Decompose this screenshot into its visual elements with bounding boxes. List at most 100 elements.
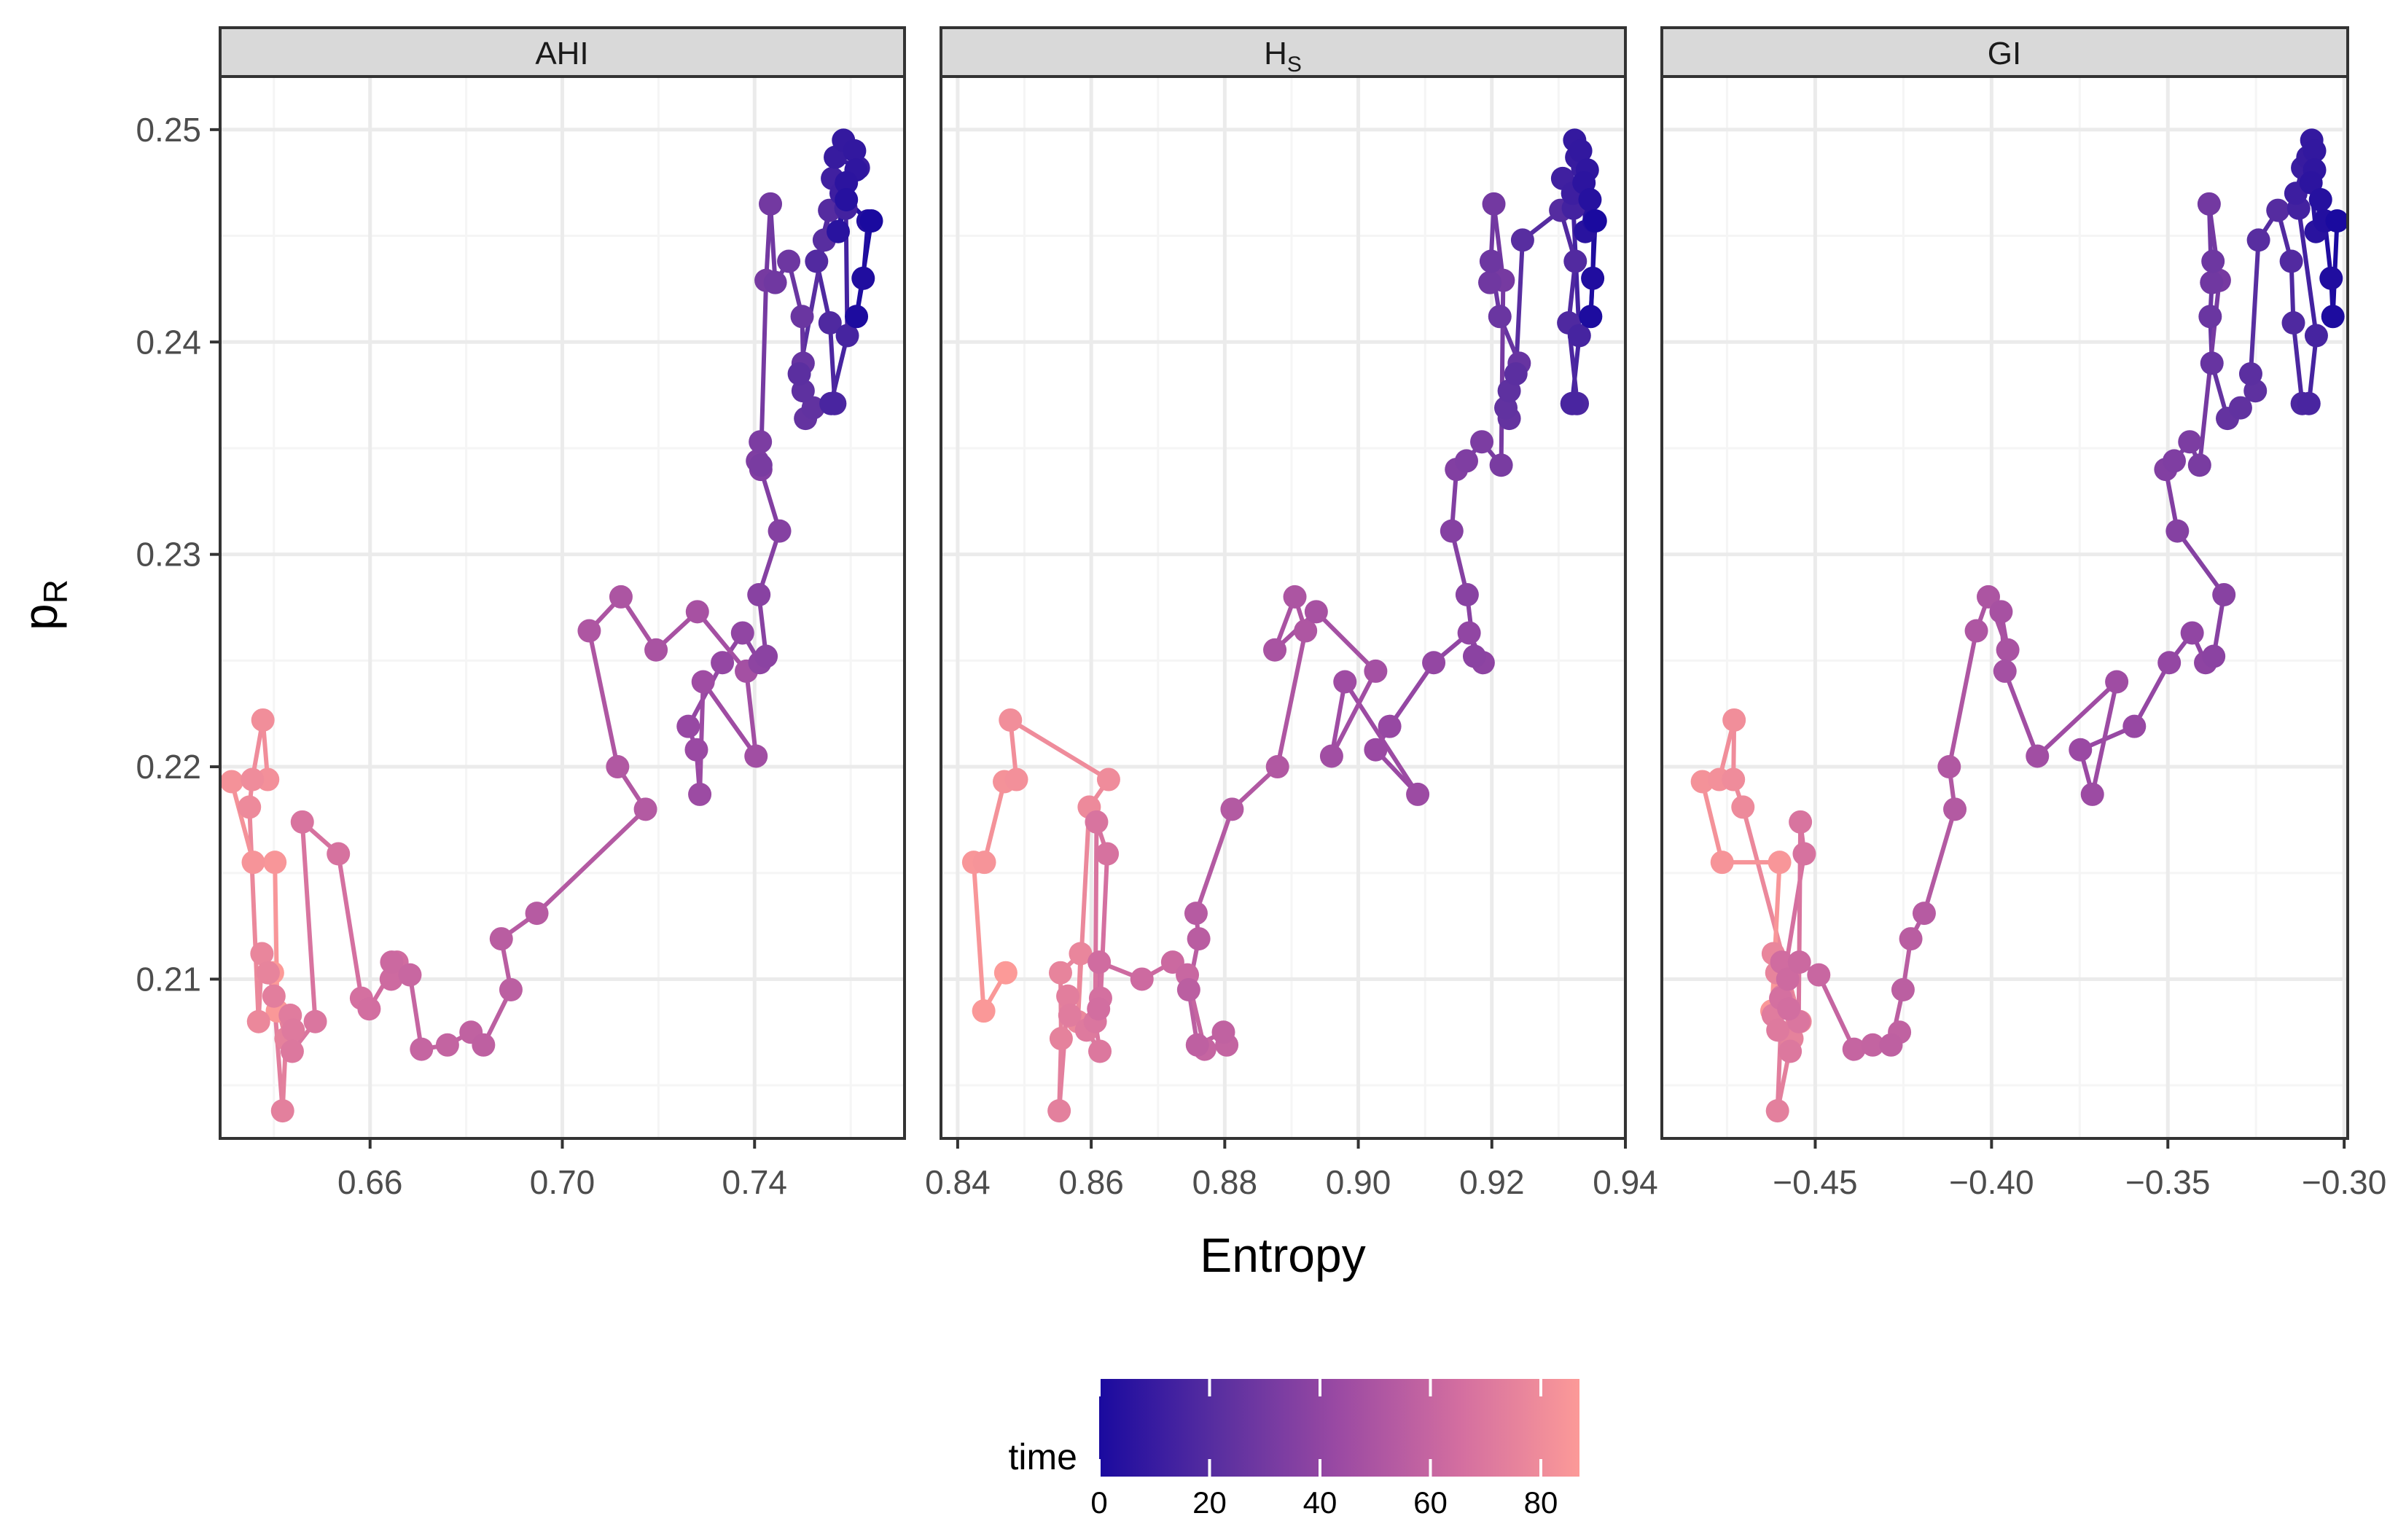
x-tick-label: −0.45: [1773, 1163, 1857, 1201]
path-segment: [587, 628, 620, 770]
colorbar: [1099, 1379, 1579, 1477]
data-point: [1912, 902, 1936, 926]
legend-title: time: [1009, 1437, 1077, 1477]
data-point: [1265, 755, 1289, 779]
data-point: [851, 266, 875, 290]
data-point: [1304, 600, 1328, 624]
data-point: [1569, 138, 1593, 163]
x-tick-label: 0.90: [1326, 1163, 1391, 1201]
data-point: [2157, 651, 2182, 675]
data-point: [1176, 978, 1200, 1002]
data-point: [2198, 305, 2222, 329]
data-point: [2122, 714, 2147, 738]
data-point: [819, 391, 843, 415]
colorbar-tick-label: 40: [1303, 1485, 1337, 1520]
data-point: [2162, 449, 2186, 473]
path-segment: [229, 779, 256, 865]
data-point: [1482, 192, 1506, 216]
path-segment: [1329, 679, 1348, 759]
data-point: [1943, 797, 1967, 821]
path-segment: [336, 851, 364, 1001]
data-point: [2197, 192, 2221, 216]
data-point: [1807, 963, 1831, 987]
strip-label-hs: HS: [1264, 36, 1302, 77]
data-point: [1185, 1033, 1209, 1057]
panel-border: [1660, 75, 2349, 1140]
strip-background: [940, 26, 1627, 78]
data-point: [489, 927, 513, 951]
data-point: [2200, 270, 2224, 294]
data-point: [1462, 644, 1486, 668]
data-point: [1690, 770, 1714, 794]
data-point: [2279, 249, 2303, 273]
data-point: [711, 651, 735, 675]
data-point: [1567, 324, 1591, 348]
data-point: [1220, 797, 1244, 821]
data-point: [1004, 767, 1028, 792]
data-point: [1581, 266, 1605, 290]
path-segment: [695, 609, 749, 673]
data-point: [1842, 1037, 1866, 1061]
path-segment: [764, 201, 773, 283]
data-point: [1504, 361, 1528, 386]
data-point: [845, 305, 869, 329]
data-point: [1937, 755, 1961, 779]
data-point: [1184, 902, 1208, 926]
strip-background: [219, 26, 906, 78]
series-hs: [961, 128, 1607, 1123]
data-point: [1787, 950, 1811, 974]
data-point: [1789, 810, 1813, 834]
colorbar-tick-label: 20: [1192, 1485, 1227, 1520]
series-ahi: [219, 128, 883, 1123]
data-point: [827, 219, 851, 243]
path-segment: [982, 779, 1007, 865]
data-point: [835, 171, 859, 195]
data-point: [1187, 927, 1211, 951]
path-segment: [698, 679, 706, 797]
data-point: [2201, 249, 2225, 273]
data-point: [2319, 266, 2343, 290]
data-point: [744, 744, 768, 768]
data-point: [379, 967, 403, 991]
data-point: [606, 755, 630, 779]
data-point: [2303, 138, 2327, 163]
data-point: [999, 708, 1023, 732]
data-point: [2246, 228, 2270, 252]
data-point: [843, 138, 867, 163]
data-point: [1489, 453, 1513, 477]
x-tick-label: −0.35: [2125, 1163, 2210, 1201]
data-point: [859, 209, 883, 233]
path-segment: [827, 321, 837, 406]
data-point: [1563, 249, 1587, 273]
path-segment: [1313, 609, 1378, 673]
data-point: [1088, 1039, 1112, 1063]
x-tick-label: −0.40: [1949, 1163, 2034, 1201]
data-point: [676, 714, 700, 738]
data-point: [1891, 978, 1915, 1002]
series-gi: [1690, 128, 2349, 1123]
path-segment: [1387, 660, 1437, 729]
x-tick-label: −0.30: [2302, 1163, 2386, 1201]
x-tick-label: 0.66: [337, 1163, 403, 1201]
data-point: [2266, 198, 2290, 222]
data-point: [835, 324, 859, 348]
x-tick-label: 0.86: [1058, 1163, 1124, 1201]
path-segment: [1343, 679, 1421, 797]
data-point: [280, 1039, 304, 1063]
data-point: [1130, 967, 1154, 991]
data-point: [1263, 638, 1287, 662]
data-point: [250, 942, 274, 966]
path-segment: [2175, 528, 2227, 598]
panel-border: [940, 75, 1627, 1140]
data-point: [1766, 1018, 1790, 1042]
data-point: [256, 961, 280, 985]
data-point: [303, 1009, 327, 1033]
data-point: [1488, 305, 1512, 329]
data-point: [1457, 621, 1481, 645]
data-point: [251, 708, 275, 732]
data-point: [1087, 997, 1111, 1021]
data-point: [1768, 851, 1792, 875]
colorbar-tick-label: 0: [1090, 1485, 1107, 1520]
data-point: [263, 851, 287, 875]
